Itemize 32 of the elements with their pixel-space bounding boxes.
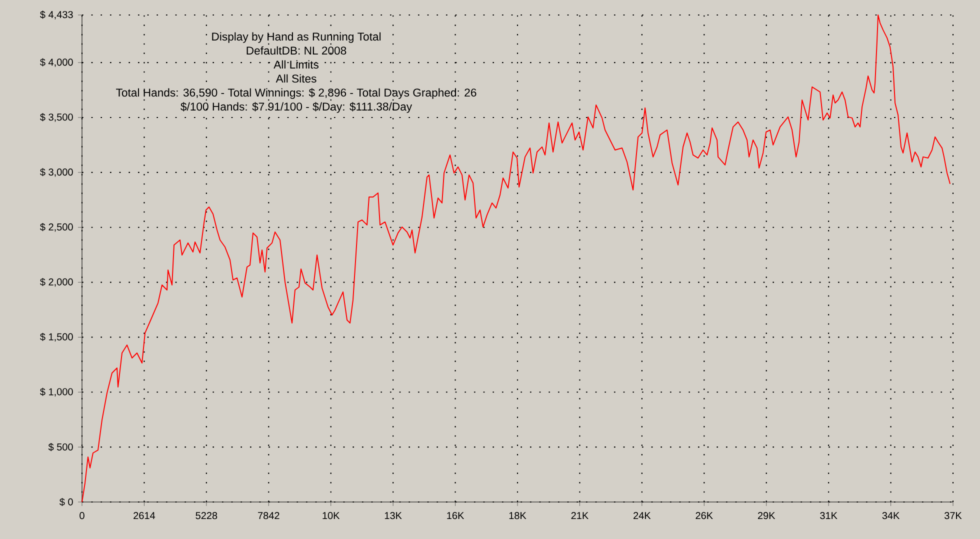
y-tick-label: $ 4,000 — [40, 58, 73, 67]
annotation: Total Hands: 36,590 - Total Winnings: $ 2,896 - Total Days Graphed: 26 — [116, 88, 476, 99]
annotation: All Limits — [274, 60, 319, 69]
x-tick-label: 21K — [571, 512, 588, 520]
x-tick-label: 31K — [820, 512, 838, 520]
x-tick-label: 16K — [447, 512, 464, 520]
x-tick-label: 29K — [758, 512, 776, 520]
y-tick-label: $ 2,500 — [40, 223, 73, 232]
x-tick-label: 0 — [80, 512, 84, 520]
x-tick-label: 37K — [944, 512, 962, 520]
annotation: $/100 Hands: $7.91/100 - $/Day: $111.38/Day — [180, 102, 412, 113]
y-tick-label: $ 1,500 — [40, 332, 73, 342]
text: DefaultDB: NL 2008 — [246, 46, 346, 55]
y-tick-label: $ 0 — [59, 498, 73, 506]
x-tick-label: 7842 — [258, 512, 280, 520]
x-tick-label: 26K — [696, 512, 713, 520]
y-tick-label: $ 4,433 — [40, 10, 73, 20]
x-tick-label: 5228 — [196, 512, 218, 520]
x-tick-label: 13K — [384, 512, 402, 520]
x-tick-label: 2614 — [134, 512, 156, 520]
y-tick-label: $ 3,000 — [40, 168, 73, 177]
text: Display by Hand as Running Total — [212, 32, 381, 43]
line-series — [82, 14, 951, 502]
y-tick-label: $ 2,000 — [40, 278, 73, 287]
y-tick-label: $ 1,000 — [40, 388, 73, 396]
y-tick-label: $ 3,500 — [40, 113, 73, 122]
x-tick-label: 34K — [882, 512, 900, 520]
y-tick-label: $ 500 — [48, 443, 73, 452]
x-tick-label: 18K — [509, 512, 526, 520]
x-tick-label: 24K — [634, 512, 651, 520]
annotation: All Sites — [276, 74, 316, 83]
x-tick-label: 10K — [322, 512, 340, 520]
